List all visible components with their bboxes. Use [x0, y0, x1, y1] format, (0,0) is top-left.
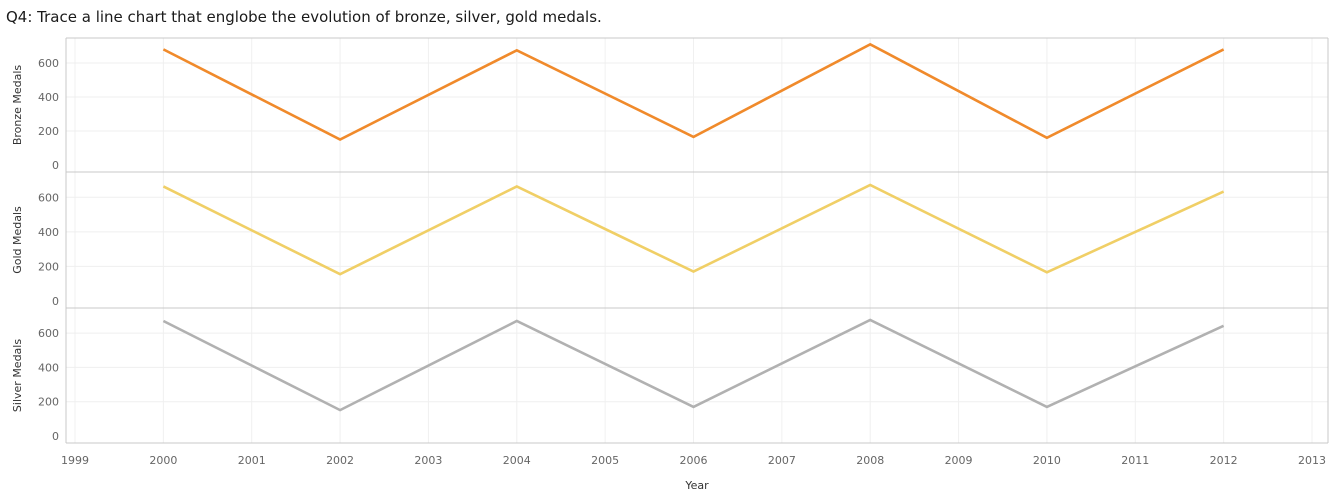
y-tick-label: 0 — [52, 295, 59, 308]
series-line-silver-medals — [162, 318, 1225, 412]
x-tick-label: 2005 — [591, 454, 619, 467]
series-line-bronze-medals — [162, 42, 1225, 141]
x-tick-label: 2000 — [149, 454, 177, 467]
y-tick-label: 200 — [38, 125, 59, 138]
y-tick-label: 600 — [38, 57, 59, 70]
y-tick-label: 200 — [38, 260, 59, 273]
x-tick-label: 2002 — [326, 454, 354, 467]
y-tick-label: 600 — [38, 191, 59, 204]
x-tick-label: 2009 — [945, 454, 973, 467]
y-tick-label: 400 — [38, 361, 59, 374]
x-tick-label: 2006 — [680, 454, 708, 467]
x-tick-label: 2007 — [768, 454, 796, 467]
chart-title: Q4: Trace a line chart that englobe the … — [6, 8, 602, 26]
y-tick-label: 600 — [38, 327, 59, 340]
y-tick-label: 0 — [52, 430, 59, 443]
y-axis-label: Gold Medals — [11, 206, 24, 274]
y-axis-label: Bronze Medals — [11, 65, 24, 146]
x-axis-label: Year — [684, 479, 709, 492]
x-tick-label: 2011 — [1121, 454, 1149, 467]
x-tick-label: 2013 — [1298, 454, 1326, 467]
x-tick-label: 2001 — [238, 454, 266, 467]
series-line-gold-medals — [162, 183, 1225, 276]
x-tick-label: 2004 — [503, 454, 531, 467]
y-tick-label: 400 — [38, 226, 59, 239]
x-tick-label: 2012 — [1210, 454, 1238, 467]
y-tick-label: 400 — [38, 91, 59, 104]
x-tick-label: 2008 — [856, 454, 884, 467]
x-tick-label: 2010 — [1033, 454, 1061, 467]
y-tick-label: 0 — [52, 159, 59, 172]
y-tick-label: 200 — [38, 396, 59, 409]
x-tick-label: 1999 — [61, 454, 89, 467]
y-axis-label: Silver Medals — [11, 339, 24, 412]
x-tick-label: 2003 — [414, 454, 442, 467]
